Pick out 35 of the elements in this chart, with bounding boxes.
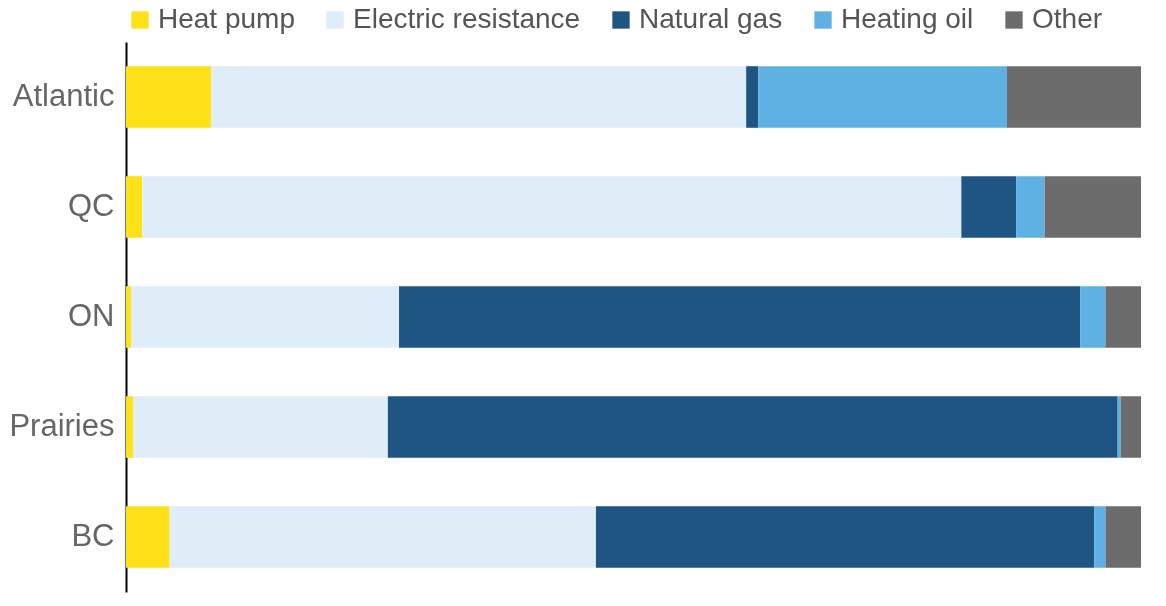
y-tick-label: Atlantic <box>12 78 115 113</box>
bar <box>1105 506 1141 568</box>
bar <box>387 396 1118 458</box>
bar <box>126 176 143 238</box>
bar <box>1007 66 1141 128</box>
bar <box>126 396 134 458</box>
bar <box>131 286 400 348</box>
bar <box>126 286 132 348</box>
bar <box>142 176 962 238</box>
bar <box>595 506 1095 568</box>
bar <box>211 66 747 128</box>
legend-label: Heating oil <box>841 3 974 34</box>
y-tick-label: ON <box>68 298 115 333</box>
bar <box>126 66 212 128</box>
y-tick-label: QC <box>68 188 115 223</box>
bar <box>399 286 1081 348</box>
bar <box>1117 396 1121 458</box>
bar <box>1094 506 1106 568</box>
bar <box>1080 286 1106 348</box>
bar <box>1105 286 1141 348</box>
legend-label: Electric resistance <box>353 3 581 34</box>
legend-label: Heat pump <box>158 3 295 34</box>
y-tick-label: Prairies <box>9 408 115 443</box>
bar <box>126 506 170 568</box>
bar <box>961 176 1017 238</box>
bar <box>1044 176 1141 238</box>
bar <box>758 66 1008 128</box>
y-tick-label: BC <box>71 518 115 553</box>
legend-label: Other <box>1032 3 1103 34</box>
legend-label: Natural gas <box>639 3 783 34</box>
bar <box>1016 176 1045 238</box>
bar <box>133 396 388 458</box>
bar <box>746 66 759 128</box>
bar <box>169 506 596 568</box>
bar <box>1120 396 1141 458</box>
